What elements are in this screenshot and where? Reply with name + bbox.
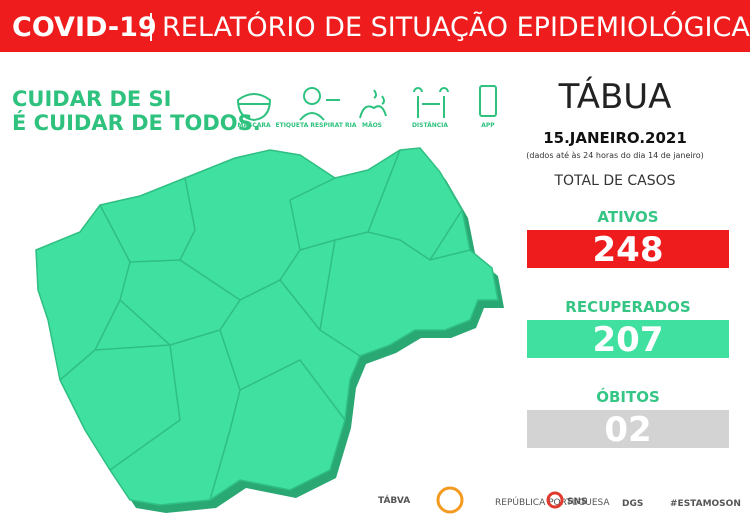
stat-value: 207 (593, 320, 664, 360)
date-note: (dados até às 24 horas do dia 14 de jane… (526, 150, 704, 160)
stat-label: ATIVOS (597, 208, 658, 226)
app-icon (479, 85, 497, 117)
logo-text: TÁBVA (378, 494, 410, 506)
cough-icon (299, 87, 340, 121)
map-borders (59, 149, 471, 501)
logo (436, 486, 464, 514)
map (35, 147, 504, 513)
icon-label: MÃOS (362, 122, 382, 129)
total-label: TOTAL DE CASOS (553, 173, 675, 189)
icon-label: ETIQUETA RESPIRAT RIA (276, 122, 357, 129)
municipality: TÁBUA (558, 76, 672, 117)
slogan: CUIDAR DE SI (12, 87, 171, 111)
icons (236, 85, 497, 122)
slogan: É CUIDAR DE TODOS. (12, 110, 261, 135)
header-bar (0, 0, 750, 52)
distance-icon (413, 87, 449, 118)
header-title: RELATÓRIO DE SITUAÇÃO EPIDEMIOLÓGICA (162, 11, 750, 43)
stat-label: ÓBITOS (596, 387, 660, 406)
logo-text: SNS (567, 497, 588, 507)
hands-icon (359, 89, 387, 119)
stat-value: 248 (593, 230, 664, 270)
stats: ATIVOS 248 RECUPERADOS 207 ÓBITOS 02 (527, 208, 729, 450)
icon-label: APP (481, 122, 495, 129)
header-tag: COVID-19 (12, 12, 157, 43)
icon-label: DISTÂNCIA (412, 122, 448, 129)
stat-box (527, 230, 729, 268)
stat-value: 02 (604, 410, 651, 450)
logo-text: #ESTAMOSON (670, 499, 741, 509)
footer-logos: TÁBVA REPÚBLICA PORTUGUESA SNS DGS #ESTA… (378, 486, 741, 514)
logo-text: DGS (622, 499, 643, 509)
stat-label: RECUPERADOS (565, 298, 690, 316)
header-divider (150, 13, 152, 41)
map-outline (35, 147, 499, 506)
stat-box (527, 320, 729, 358)
stat-box (527, 410, 729, 448)
logo (546, 491, 564, 509)
mask-icon (236, 93, 272, 122)
icon-label: MÁSCARA (237, 122, 271, 129)
report-date: 15.JANEIRO.2021 (543, 129, 687, 147)
logo-text: REPÚBLICA PORTUGUESA (495, 496, 610, 508)
